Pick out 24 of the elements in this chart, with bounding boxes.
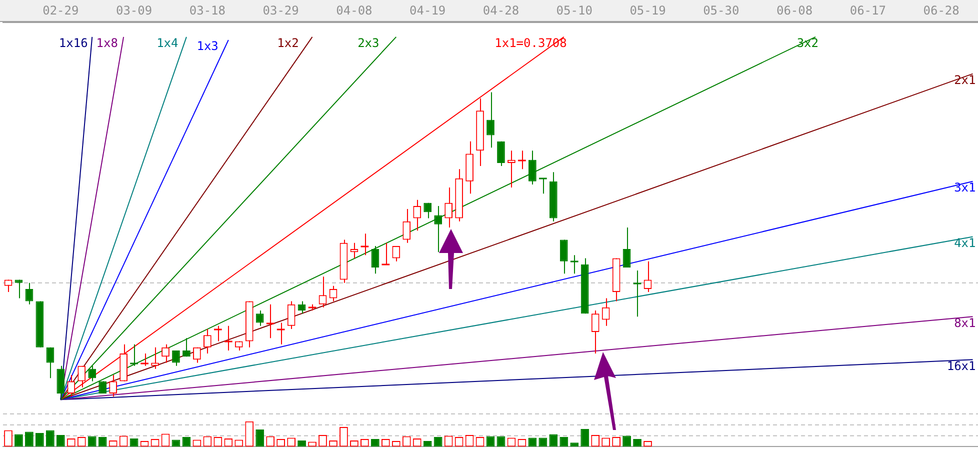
series-label: 1x4 bbox=[156, 36, 178, 50]
x-tick-label: 05-30 bbox=[703, 3, 740, 18]
x-tick-label: 06-17 bbox=[850, 3, 886, 18]
series-label: 3x1 bbox=[954, 180, 976, 195]
x-tick-label: 04-28 bbox=[482, 3, 520, 18]
x-tick-label: 06-28 bbox=[923, 3, 960, 18]
series-label: 1x8 bbox=[96, 36, 118, 50]
series-label: 1x2 bbox=[277, 36, 299, 50]
x-tick-label: 02-29 bbox=[42, 3, 79, 18]
x-tick-label: 06-08 bbox=[776, 3, 813, 18]
x-tick-label: 03-18 bbox=[189, 3, 226, 18]
series-label: 16x1 bbox=[946, 358, 976, 373]
series-label: 8x1 bbox=[954, 316, 976, 330]
series-label: 2x3 bbox=[358, 36, 380, 50]
x-tick-label: 05-19 bbox=[630, 3, 666, 18]
x-tick-label: 03-09 bbox=[116, 3, 152, 18]
x-tick-label: 03-29 bbox=[262, 3, 299, 18]
series-label: 4x1 bbox=[954, 236, 976, 250]
series-label: 2x1 bbox=[954, 72, 976, 87]
series-label: 1x16 bbox=[58, 36, 88, 50]
x-tick-label: 04-19 bbox=[410, 3, 446, 18]
x-tick-label: 05-10 bbox=[556, 3, 592, 18]
series-label: 1x3 bbox=[196, 39, 218, 54]
x-tick-label: 04-08 bbox=[336, 3, 372, 18]
